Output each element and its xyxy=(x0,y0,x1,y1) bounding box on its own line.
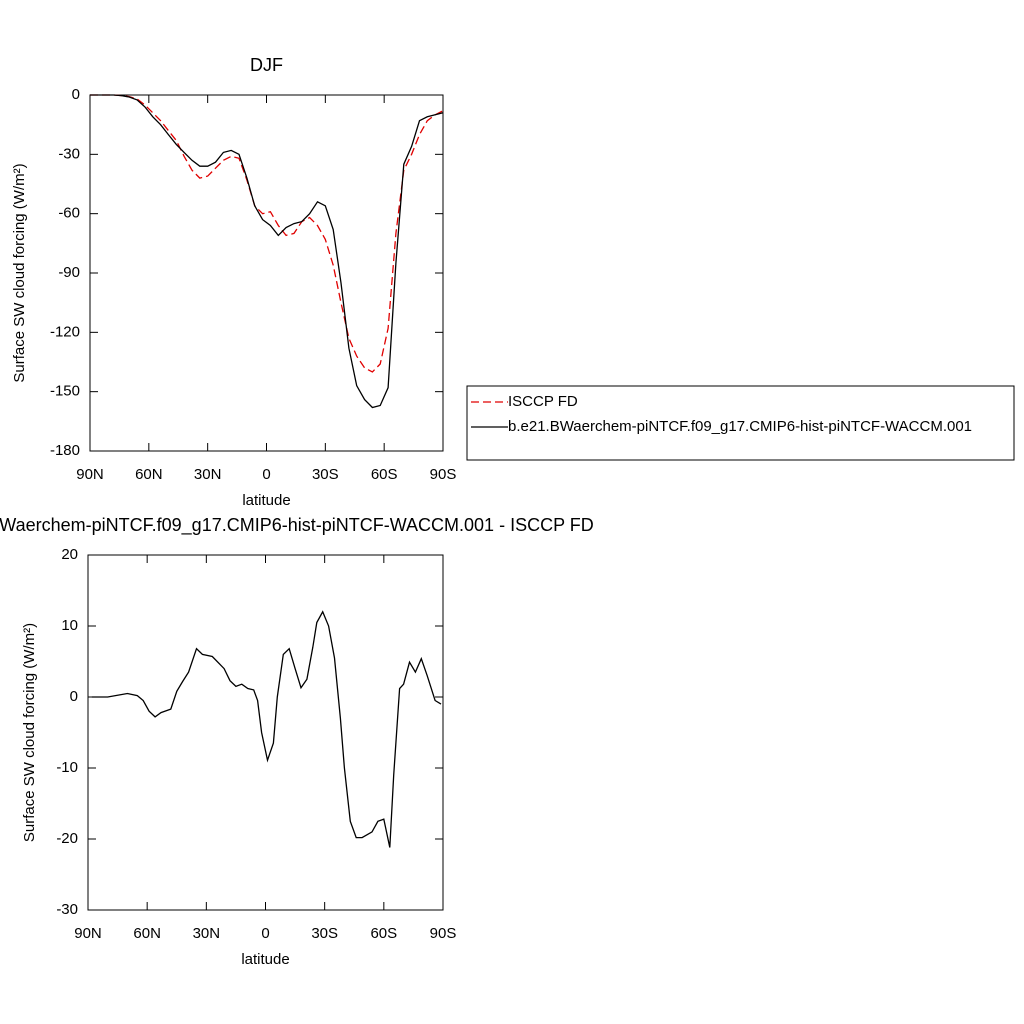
x-axis-label: latitude xyxy=(242,492,290,509)
y-tick-label: 10 xyxy=(61,617,78,634)
x-tick-label: 30S xyxy=(311,925,338,942)
x-tick-label: 60S xyxy=(370,925,397,942)
y-tick-label: -90 xyxy=(58,264,80,281)
x-tick-label: 30S xyxy=(312,466,339,483)
y-tick-label: -150 xyxy=(50,383,80,400)
plot-frame xyxy=(89,94,444,452)
data-line xyxy=(90,94,444,409)
y-axis-label: Surface SW cloud forcing (W/m²) xyxy=(21,623,38,842)
x-tick-label: 30N xyxy=(193,925,221,942)
x-tick-label: 60N xyxy=(135,466,163,483)
y-tick-label: 0 xyxy=(70,688,78,705)
x-tick-label: 0 xyxy=(261,925,269,942)
x-tick-label: 0 xyxy=(262,466,270,483)
y-tick-label: -20 xyxy=(56,830,78,847)
y-tick-label: -30 xyxy=(58,145,80,162)
x-tick-label: 60N xyxy=(133,925,161,942)
x-tick-label: 90N xyxy=(76,466,104,483)
y-tick-label: 0 xyxy=(72,86,80,103)
x-tick-label: 90S xyxy=(430,925,457,942)
y-tick-label: -10 xyxy=(56,759,78,776)
legend-box xyxy=(466,385,1015,461)
y-tick-label: -180 xyxy=(50,442,80,459)
y-tick-label: 20 xyxy=(61,546,78,563)
plot-frame xyxy=(87,554,444,911)
legend-label: b.e21.BWaerchem-piNTCF.f09_g17.CMIP6-his… xyxy=(508,418,972,435)
y-tick-label: -120 xyxy=(50,323,80,340)
x-tick-label: 60S xyxy=(371,466,398,483)
chart-title: b.e21.BWaerchem-piNTCF.f09_g17.CMIP6-his… xyxy=(0,515,594,536)
y-axis-label: Surface SW cloud forcing (W/m²) xyxy=(11,163,28,382)
x-tick-label: 90N xyxy=(74,925,102,942)
x-axis-label: latitude xyxy=(241,951,289,968)
data-line xyxy=(91,610,442,848)
y-tick-label: -30 xyxy=(56,901,78,918)
x-tick-label: 30N xyxy=(194,466,222,483)
y-tick-label: -60 xyxy=(58,205,80,222)
legend-label: ISCCP FD xyxy=(508,393,578,410)
data-line xyxy=(90,94,444,373)
x-tick-label: 90S xyxy=(430,466,457,483)
chart-title: DJF xyxy=(250,55,283,75)
